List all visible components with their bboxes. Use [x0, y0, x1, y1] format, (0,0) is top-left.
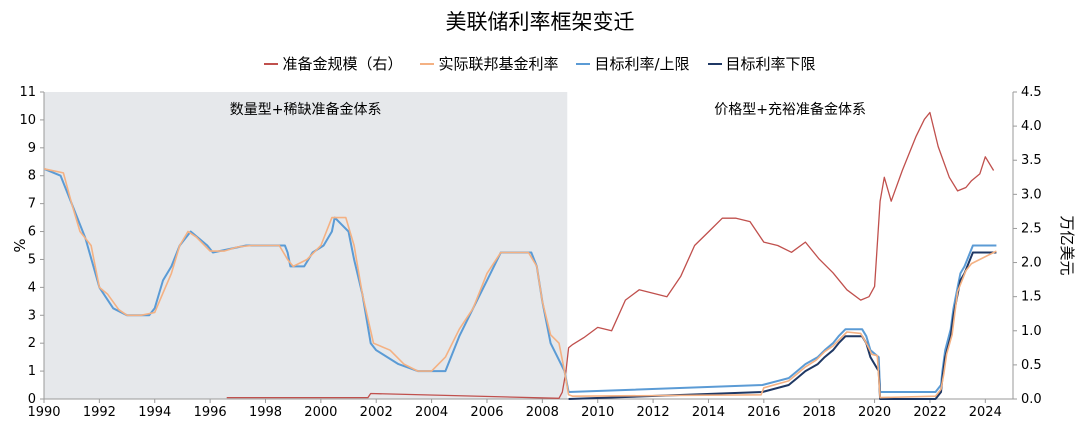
x-tick-label: 1998: [249, 405, 282, 420]
y-right-tick-label: 1.5: [1021, 290, 1042, 305]
legend-item: 实际联邦基金利率: [420, 53, 558, 74]
legend-label: 目标利率/上限: [594, 55, 690, 73]
x-tick-label: 2008: [526, 405, 559, 420]
y-left-tick-label: 8: [28, 169, 36, 184]
x-tick-label: 2018: [803, 405, 836, 420]
legend-label: 目标利率下限: [725, 55, 816, 73]
region-label: 价格型+充裕准备金体系: [714, 101, 866, 118]
y-left-tick-label: 9: [28, 141, 36, 156]
x-tick-label: 2006: [470, 405, 503, 420]
y-right-tick-label: 4.0: [1021, 119, 1042, 134]
y-left-tick-label: 0: [28, 392, 36, 407]
x-tick-label: 1996: [194, 405, 227, 420]
y-left-tick-label: 4: [28, 280, 36, 295]
region-label: 数量型+稀缺准备金体系: [230, 101, 382, 118]
y-right-tick-label: 3.5: [1021, 153, 1042, 168]
y-left-tick-label: 5: [28, 252, 36, 267]
x-tick-label: 2020: [858, 405, 891, 420]
y-left-tick-label: 2: [28, 336, 36, 351]
x-tick-label: 2012: [637, 405, 670, 420]
y-right-tick-label: 0.0: [1021, 392, 1042, 407]
series-line-1: [43, 168, 997, 399]
series-line-0: [226, 111, 995, 399]
y-left-axis-title: %: [10, 238, 28, 252]
x-tick-label: 2016: [747, 405, 780, 420]
x-tick-label: 2004: [415, 405, 448, 420]
y-left-tick-label: 3: [28, 308, 36, 323]
y-right-axis-title: 万亿美元: [1058, 215, 1076, 275]
legend-swatch: [707, 62, 722, 65]
y-left-tick-label: 7: [28, 197, 36, 212]
legend-item: 目标利率下限: [707, 53, 816, 74]
x-tick-label: 1992: [83, 405, 116, 420]
y-right-tick-label: 2.5: [1021, 221, 1042, 236]
x-tick-label: 2010: [581, 405, 614, 420]
y-right-tick-label: 0.5: [1021, 358, 1042, 373]
y-left-tick-label: 6: [28, 225, 36, 240]
y-right-tick-label: 1.0: [1021, 324, 1042, 339]
y-left-tick-label: 11: [19, 85, 36, 100]
x-tick-label: 2014: [692, 405, 725, 420]
shaded-region: [44, 92, 568, 399]
legend-swatch: [576, 62, 591, 65]
x-tick-label: 2024: [969, 405, 1002, 420]
x-tick-label: 2002: [360, 405, 393, 420]
y-right-tick-label: 3.0: [1021, 187, 1042, 202]
chart-title: 美联储利率框架变迁: [445, 10, 635, 34]
series-line-3: [568, 251, 997, 400]
x-tick-label: 2000: [304, 405, 337, 420]
legend-label: 实际联邦基金利率: [438, 55, 559, 73]
x-tick-label: 1990: [27, 405, 60, 420]
legend: 准备金规模（右） 实际联邦基金利率 目标利率/上限 目标利率下限: [0, 53, 1080, 74]
legend-item: 准备金规模（右）: [264, 53, 402, 74]
legend-label: 准备金规模（右）: [282, 55, 403, 73]
y-right-tick-label: 4.5: [1021, 85, 1042, 100]
y-right-tick-label: 2.0: [1021, 256, 1042, 271]
x-tick-label: 1994: [138, 405, 171, 420]
legend-swatch: [264, 62, 279, 65]
y-left-tick-label: 1: [28, 364, 36, 379]
x-tick-label: 2022: [913, 405, 946, 420]
legend-swatch: [420, 62, 435, 65]
y-left-tick-label: 10: [19, 113, 36, 128]
legend-item: 目标利率/上限: [576, 53, 690, 74]
